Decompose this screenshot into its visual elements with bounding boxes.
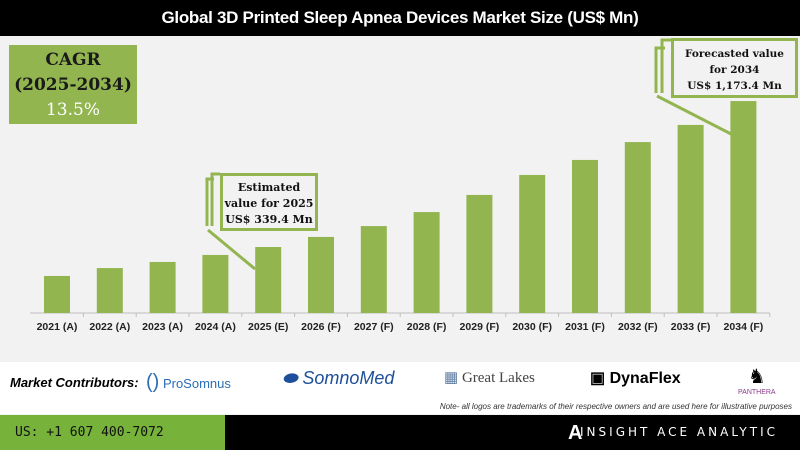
callout-line: value for 2025: [224, 197, 314, 210]
bar: [466, 194, 493, 313]
callout-2034: Forecasted value for 2034 US$ 1,173.4 Mn: [671, 38, 798, 98]
logo-somnomed: ⬬ SomnoMed: [282, 368, 395, 388]
callout-bracket: [210, 172, 220, 226]
cagr-period: (2025-2034): [14, 75, 132, 95]
cagr-value: 13.5%: [45, 100, 100, 120]
x-tick-label: 2032 (F): [618, 321, 658, 333]
logo-great-lakes: ▦ Great Lakes: [444, 370, 535, 386]
phone-number: US: +1 607 400-7072: [0, 415, 225, 450]
x-tick-label: 2027 (F): [354, 321, 394, 333]
logo-prosomnus: () ProSomnus: [146, 371, 231, 393]
x-tick-label: 2024 (A): [195, 321, 236, 333]
callout-bracket: [660, 38, 671, 93]
chart-title: Global 3D Printed Sleep Apnea Devices Ma…: [0, 0, 800, 36]
logo-dynaflex: ▣ DynaFlex: [590, 370, 681, 387]
contributors-label: Market Contributors:: [10, 375, 139, 390]
bar: [255, 247, 282, 313]
logo-panthera: ♞ PANTHERA: [738, 366, 776, 396]
x-tick-label: 2025 (E): [248, 321, 288, 333]
x-tick-label: 2030 (F): [512, 321, 552, 333]
x-tick-label: 2028 (F): [407, 321, 447, 333]
brand-logo-icon: A: [568, 422, 583, 444]
bar: [96, 268, 123, 313]
bar: [44, 275, 70, 313]
bar: [677, 124, 704, 313]
contributors-bar: Market Contributors: () ProSomnus ⬬ Somn…: [0, 362, 800, 414]
callout-line: Forecasted value: [685, 48, 784, 60]
x-tick-label: 2033 (F): [671, 321, 711, 333]
callout-line: US$ 1,173.4 Mn: [687, 80, 782, 92]
bar: [360, 226, 387, 313]
callout-pointer: [207, 228, 256, 271]
bar: [624, 142, 651, 313]
callout-pointer: [656, 94, 736, 138]
brand-name: INSIGHT ACE ANALYTIC: [580, 425, 778, 439]
cagr-label: CAGR: [45, 50, 101, 70]
bar: [413, 212, 440, 313]
footer: US: +1 607 400-7072 A INSIGHT ACE ANALYT…: [0, 415, 800, 450]
x-tick-label: 2021 (A): [37, 321, 78, 333]
bar-chart: 2021 (A) 2022 (A) 2023 (A) 2024 (A) 2025 (E)…: [30, 38, 771, 333]
bar: [202, 254, 229, 313]
bar: [149, 261, 176, 313]
x-tick-label: 2029 (F): [460, 321, 500, 333]
bar: [730, 101, 757, 314]
bar: [519, 174, 546, 313]
callout-2025: Estimated value for 2025 US$ 339.4 Mn: [220, 173, 318, 231]
bar: [308, 236, 334, 313]
x-tick-label: 2026 (F): [301, 321, 341, 333]
callout-line: US$ 339.4 Mn: [225, 213, 313, 226]
callout-line: for 2034: [709, 64, 760, 76]
x-tick-label: 2034 (F): [724, 321, 764, 333]
x-tick-label: 2031 (F): [565, 321, 605, 333]
cagr-box: CAGR (2025-2034) 13.5%: [9, 45, 137, 124]
callout-line: Estimated: [237, 181, 301, 194]
x-tick-label: 2022 (A): [89, 321, 130, 333]
bar: [572, 159, 598, 313]
x-tick-label: 2023 (A): [142, 321, 183, 333]
trademark-note: Note- all logos are trademarks of their …: [439, 402, 792, 411]
